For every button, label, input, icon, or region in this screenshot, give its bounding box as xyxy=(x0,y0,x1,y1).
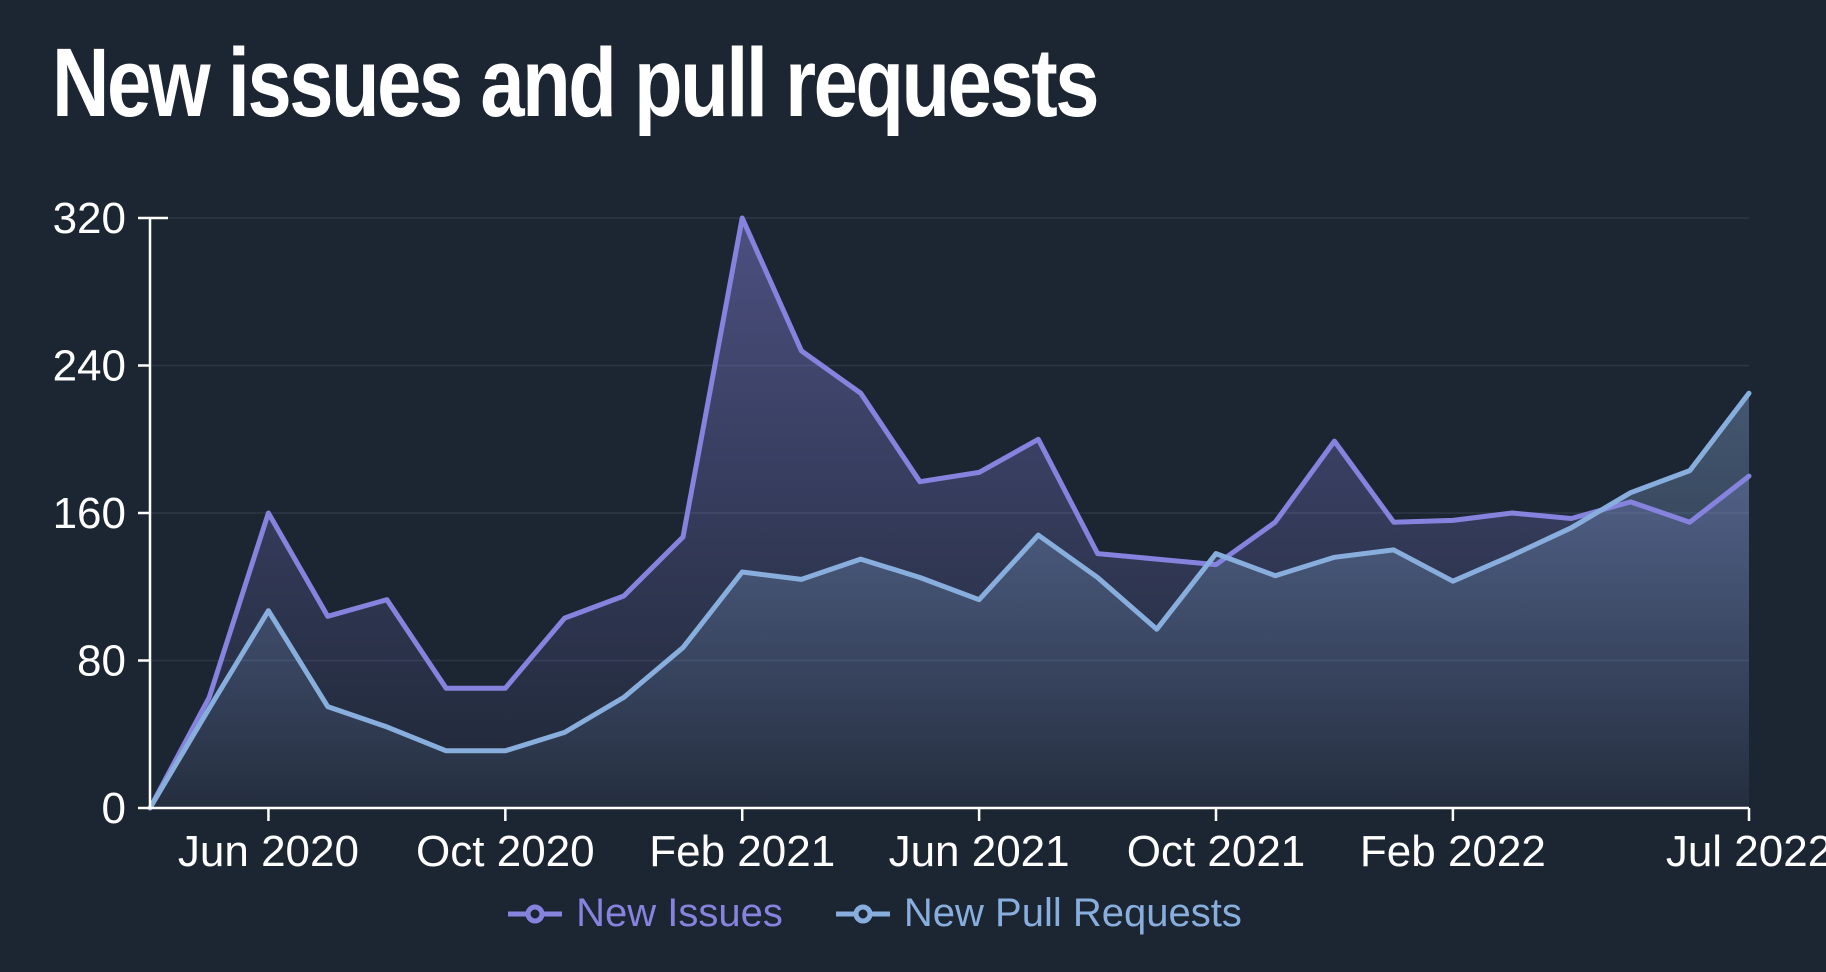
x-tick-label: Feb 2021 xyxy=(649,827,835,876)
y-tick-label: 240 xyxy=(53,342,126,391)
legend-item-new-pull-requests[interactable]: New Pull Requests xyxy=(835,891,1242,936)
y-tick-label: 80 xyxy=(77,637,126,686)
legend-item-new-issues[interactable]: New Issues xyxy=(507,891,783,936)
series-area-pull-requests xyxy=(150,393,1749,808)
legend-label: New Pull Requests xyxy=(903,891,1242,935)
y-tick-label: 0 xyxy=(102,784,126,833)
series-line-pull-requests xyxy=(147,390,1752,811)
x-tick-label: Jun 2021 xyxy=(889,827,1070,876)
x-tick-label: Feb 2022 xyxy=(1360,827,1546,876)
x-tick-label: Oct 2021 xyxy=(1127,827,1306,876)
legend-label: New Issues xyxy=(576,891,783,935)
y-tick-label: 320 xyxy=(53,194,126,243)
x-tick-label: Jul 2022 xyxy=(1666,827,1826,876)
line-marker-icon xyxy=(835,904,890,923)
chart-legend: New Issues New Pull Requests xyxy=(0,891,1749,936)
y-tick-label: 160 xyxy=(53,489,126,538)
line-marker-icon xyxy=(508,904,563,923)
series-line-issues xyxy=(147,215,1752,811)
chart-title: New issues and pull requests xyxy=(52,28,1099,137)
x-tick-label: Jun 2020 xyxy=(178,827,359,876)
x-tick-label: Oct 2020 xyxy=(416,827,595,876)
